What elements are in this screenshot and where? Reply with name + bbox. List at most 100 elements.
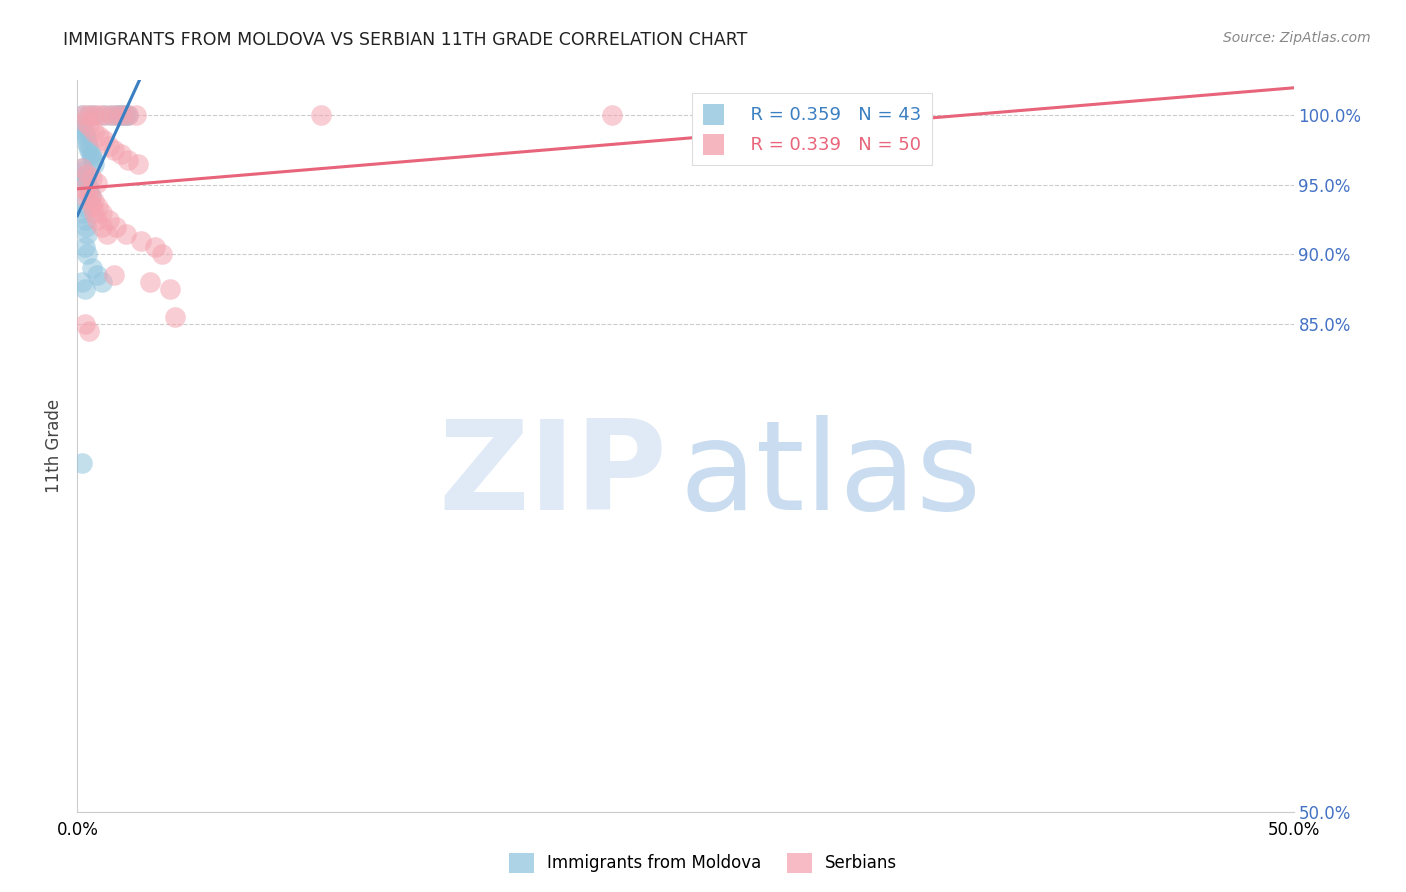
Point (80, 189, 103, 203)
Point (70, 118, 93, 132)
Point (163, 310, 186, 325)
Point (97, 138, 120, 153)
Point (72, 205, 94, 219)
Point (117, 108, 139, 122)
Point (96, 227, 118, 241)
Point (110, 147, 132, 161)
Point (76, 247, 98, 261)
Point (80, 261, 103, 276)
Point (76, 227, 98, 241)
Point (80, 150, 103, 164)
Point (76, 185, 98, 199)
Point (77, 138, 100, 153)
Point (87, 108, 110, 122)
Point (73, 212, 96, 227)
Point (72, 108, 94, 122)
Point (139, 275, 162, 289)
Point (73, 240, 96, 254)
Point (115, 227, 138, 241)
Point (97, 212, 120, 227)
Point (72, 180, 94, 194)
Point (73, 115, 96, 129)
Text: atlas: atlas (679, 415, 981, 536)
Point (83, 194, 105, 209)
Point (117, 108, 139, 122)
Point (70, 161, 93, 175)
Point (82, 153, 104, 167)
Point (72, 122, 94, 136)
Point (77, 108, 100, 122)
Point (90, 219, 112, 234)
Point (105, 108, 128, 122)
Point (73, 317, 96, 331)
Point (75, 172, 97, 186)
Point (105, 219, 128, 234)
Legend:   R = 0.359   N = 43,   R = 0.339   N = 50: R = 0.359 N = 43, R = 0.339 N = 50 (692, 93, 932, 165)
Point (80, 147, 103, 161)
Point (83, 157, 105, 171)
Point (70, 108, 93, 122)
Point (76, 177, 98, 191)
Point (83, 205, 105, 219)
Point (79, 143, 101, 157)
Point (79, 108, 101, 122)
Point (159, 282, 181, 296)
Point (86, 177, 108, 191)
Point (75, 219, 97, 234)
Point (91, 108, 114, 122)
Text: Source: ZipAtlas.com: Source: ZipAtlas.com (1223, 31, 1371, 45)
Point (73, 282, 96, 296)
Point (87, 200, 110, 214)
Point (80, 199, 103, 213)
Point (72, 164, 94, 178)
Point (79, 185, 101, 199)
Point (82, 108, 104, 122)
Point (77, 180, 100, 194)
Point (100, 108, 122, 122)
Point (70, 275, 93, 289)
Point (90, 205, 112, 219)
Point (309, 108, 332, 122)
Point (76, 192, 98, 206)
Point (143, 240, 166, 254)
Y-axis label: 11th Grade: 11th Grade (45, 399, 63, 493)
Point (103, 143, 125, 157)
Point (76, 136, 98, 150)
Point (86, 268, 108, 283)
Point (115, 108, 138, 122)
Point (70, 161, 93, 175)
Point (125, 108, 148, 122)
Point (73, 168, 96, 182)
Text: ZIP: ZIP (439, 415, 668, 536)
Point (83, 125, 105, 139)
Point (93, 133, 115, 147)
Point (73, 126, 96, 140)
Point (80, 190, 103, 204)
Point (105, 108, 128, 122)
Point (110, 108, 132, 122)
Point (90, 275, 112, 289)
Legend: Immigrants from Moldova, Serbians: Immigrants from Moldova, Serbians (502, 847, 904, 880)
Point (93, 108, 115, 122)
Point (111, 108, 134, 122)
Point (83, 108, 105, 122)
Point (129, 234, 152, 248)
Point (602, 108, 624, 122)
Point (152, 247, 174, 261)
Point (70, 457, 93, 471)
Point (75, 130, 97, 145)
Text: IMMIGRANTS FROM MOLDOVA VS SERBIAN 11TH GRADE CORRELATION CHART: IMMIGRANTS FROM MOLDOVA VS SERBIAN 11TH … (63, 31, 748, 49)
Point (112, 108, 135, 122)
Point (79, 324, 101, 338)
Point (98, 108, 121, 122)
Point (107, 108, 129, 122)
Point (79, 120, 101, 134)
Point (76, 167, 98, 181)
Point (80, 170, 103, 185)
Point (127, 157, 149, 171)
Point (89, 128, 111, 143)
Point (103, 268, 125, 283)
Point (117, 153, 139, 167)
Point (86, 212, 108, 227)
Point (70, 199, 93, 213)
